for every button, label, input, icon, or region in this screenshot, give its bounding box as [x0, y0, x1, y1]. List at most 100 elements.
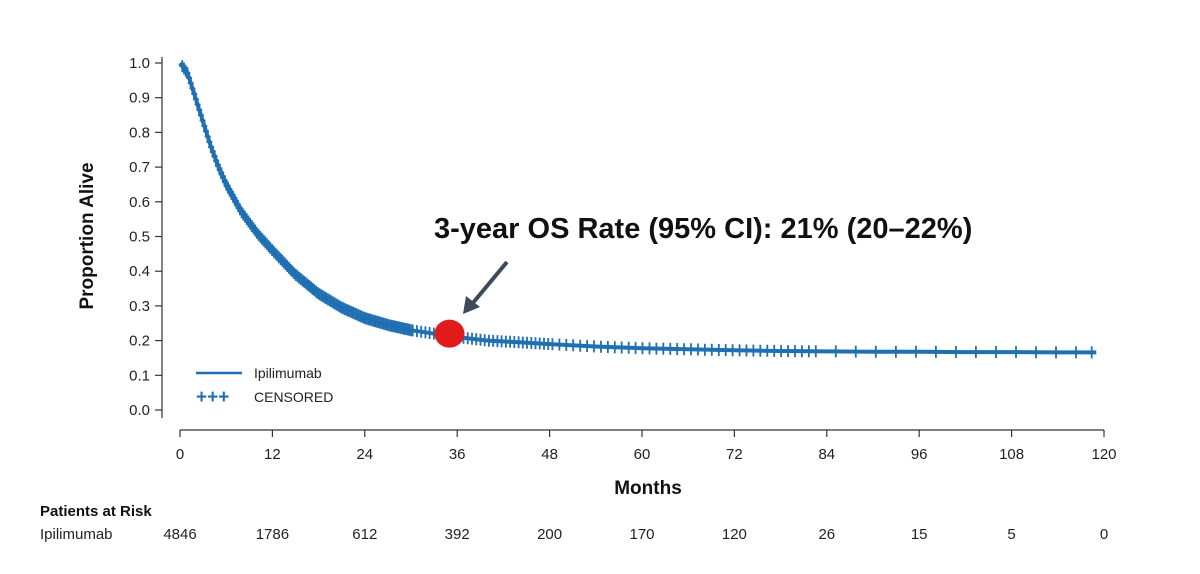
censor-mark [660, 342, 667, 355]
y-tick-label: 0.3 [129, 298, 150, 315]
censor-mark [632, 342, 639, 354]
censor-mark [584, 340, 591, 352]
censor-mark [757, 344, 764, 357]
censor-mark [556, 338, 563, 351]
censor-mark [625, 341, 632, 354]
censor-mark [701, 343, 708, 356]
censor-mark [792, 345, 798, 358]
censor-mark [563, 338, 570, 351]
x-tick-label: 72 [726, 446, 743, 463]
censor-mark [681, 343, 688, 356]
censor-mark [570, 339, 577, 352]
x-tick-label: 36 [449, 446, 466, 463]
censor-mark [952, 346, 959, 358]
risk-value: 4846 [163, 526, 196, 543]
censor-mark [722, 344, 729, 357]
risk-value: 120 [722, 526, 747, 543]
censor-mark [805, 345, 812, 358]
censor-mark [1033, 346, 1039, 359]
censor-mark [715, 344, 722, 356]
risk-values: 4846 1786 612 392 200 170 120 26 15 5 0 [163, 526, 1108, 543]
y-tick-label: 0.9 [129, 90, 150, 107]
x-tick-label: 84 [818, 446, 835, 463]
y-tick-label: 1.0 [129, 55, 150, 72]
censor-mark [549, 338, 556, 351]
legend-label-series: Ipilimumab [254, 365, 322, 381]
censor-mark [852, 345, 859, 358]
censor-mark [695, 343, 701, 356]
censor-mark [771, 344, 778, 357]
x-tick-label: 48 [541, 446, 558, 463]
censor-mark [674, 343, 681, 355]
y-tick-label: 0.4 [129, 263, 150, 280]
censor-mark [688, 343, 694, 356]
censor-mark [1053, 346, 1059, 359]
y-axis-title: Proportion Alive [77, 162, 98, 309]
censor-mark [598, 340, 604, 353]
y-tick-label: 0.1 [129, 367, 150, 384]
censor-mark [743, 344, 750, 357]
censor-mark [812, 345, 819, 358]
censor-mark [604, 341, 611, 353]
y-tick-label: 0.0 [129, 402, 150, 419]
legend-censor-symbol: +++ [196, 387, 229, 408]
risk-value: 612 [352, 526, 377, 543]
censor-mark [577, 339, 584, 352]
risk-value: 200 [537, 526, 562, 543]
annotation-text: 3-year OS Rate (95% CI): 21% (20–22%) [434, 213, 972, 245]
censor-mark [872, 345, 879, 358]
censor-mark [972, 346, 979, 359]
risk-value: 15 [911, 526, 928, 543]
censor-mark [729, 344, 736, 357]
censor-mark [892, 345, 899, 358]
x-tick-label: 12 [264, 446, 281, 463]
censor-mark [618, 341, 625, 354]
censor-mark [1073, 346, 1079, 359]
legend: Ipilimumab +++ CENSORED [196, 365, 333, 408]
y-tick-label: 0.6 [129, 194, 150, 211]
risk-value: 5 [1007, 526, 1015, 543]
censor-mark [993, 346, 999, 359]
censor-mark [932, 345, 939, 358]
censor-mark [778, 345, 785, 357]
x-ticks: 0 12 24 36 48 60 72 84 96 108 120 [176, 430, 1117, 463]
x-tick-label: 120 [1091, 446, 1116, 463]
censor-mark [764, 344, 771, 357]
censor-mark [750, 344, 757, 357]
censor-mark [646, 342, 653, 355]
censor-marks [179, 60, 1095, 359]
y-tick-label: 0.7 [129, 159, 150, 176]
x-tick-label: 96 [911, 446, 928, 463]
y-ticks: 0.0 0.1 0.2 0.3 0.4 0.5 0.6 0.7 0.8 0.9 1.0 [129, 55, 162, 419]
series-line-ipilimumab [178, 61, 1097, 355]
y-tick-label: 0.8 [129, 124, 150, 141]
series-layer [178, 60, 1097, 359]
x-tick-label: 24 [356, 446, 373, 463]
censor-mark [785, 345, 792, 358]
censor-mark [591, 340, 597, 353]
annotation-marker [434, 319, 465, 348]
annotation-arrow [463, 260, 509, 314]
censor-mark [1013, 346, 1019, 359]
censor-mark [736, 344, 743, 357]
censor-mark [611, 341, 618, 354]
y-tick-label: 0.5 [129, 229, 150, 246]
risk-row-label: Ipilimumab [40, 526, 113, 543]
censor-mark [1088, 346, 1095, 359]
x-tick-label: 108 [999, 446, 1024, 463]
censor-mark [653, 342, 660, 355]
censor-mark [798, 345, 805, 358]
risk-value: 0 [1100, 526, 1108, 543]
risk-value: 1786 [256, 526, 289, 543]
y-tick-label: 0.2 [129, 333, 150, 350]
risk-value: 392 [445, 526, 470, 543]
censor-mark [639, 342, 646, 355]
risk-value: 170 [629, 526, 654, 543]
x-axis-title: Months [614, 478, 682, 499]
censor-mark [667, 342, 674, 355]
risk-value: 26 [818, 526, 835, 543]
legend-label-censored: CENSORED [254, 389, 333, 405]
x-tick-label: 60 [634, 446, 651, 463]
censor-mark [912, 345, 919, 358]
